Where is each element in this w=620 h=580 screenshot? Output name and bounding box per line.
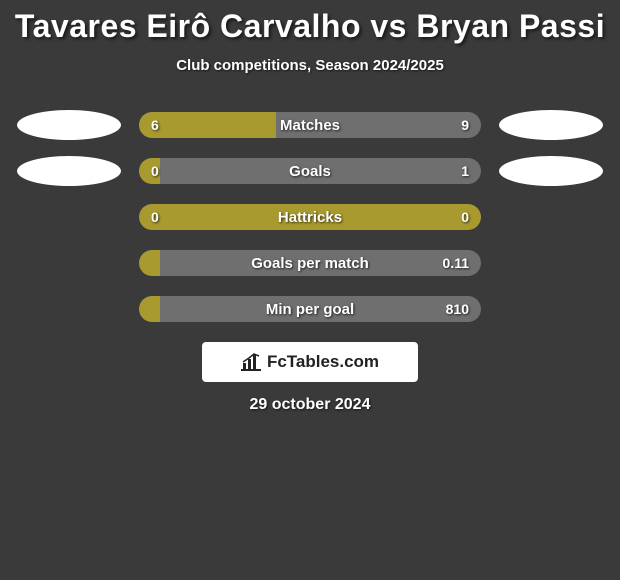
stat-value-left: 0 [151,158,159,184]
bar-left-fill [139,296,160,322]
stat-label: Min per goal [139,296,481,322]
page-title: Tavares Eirô Carvalho vs Bryan Passi [0,8,620,45]
date: 29 october 2024 [0,396,620,414]
stat-row: Goals per match0.11 [0,250,620,276]
stat-label: Goals per match [139,250,481,276]
stat-row: 0Goals1 [0,158,620,184]
stat-row: 6Matches9 [0,112,620,138]
stat-value-left: 6 [151,112,159,138]
stat-value-left: 0 [151,204,159,230]
logo-text: FcTables.com [267,352,379,372]
stat-value-right: 810 [446,296,469,322]
stats-rows: 6Matches90Goals10Hattricks0Goals per mat… [0,112,620,322]
stat-value-right: 0.11 [443,250,469,276]
player-right-marker [499,110,603,140]
stat-bar: Goals per match0.11 [139,250,481,276]
player-right-marker [499,156,603,186]
bar-left-fill [139,250,160,276]
stat-bar: 0Hattricks0 [139,204,481,230]
player-left-marker [17,110,121,140]
chart-icon [241,353,261,371]
bar-left-fill [139,204,481,230]
stat-value-right: 0 [461,204,469,230]
stat-bar: 6Matches9 [139,112,481,138]
player-left-marker [17,156,121,186]
stat-bar: Min per goal810 [139,296,481,322]
stat-label: Goals [139,158,481,184]
subtitle: Club competitions, Season 2024/2025 [0,57,620,74]
stat-value-right: 9 [461,112,469,138]
logo-box: FcTables.com [202,342,418,382]
stat-row: Min per goal810 [0,296,620,322]
comparison-infographic: Tavares Eirô Carvalho vs Bryan Passi Clu… [0,0,620,414]
stat-value-right: 1 [461,158,469,184]
bar-left-fill [139,112,276,138]
stat-bar: 0Goals1 [139,158,481,184]
stat-row: 0Hattricks0 [0,204,620,230]
